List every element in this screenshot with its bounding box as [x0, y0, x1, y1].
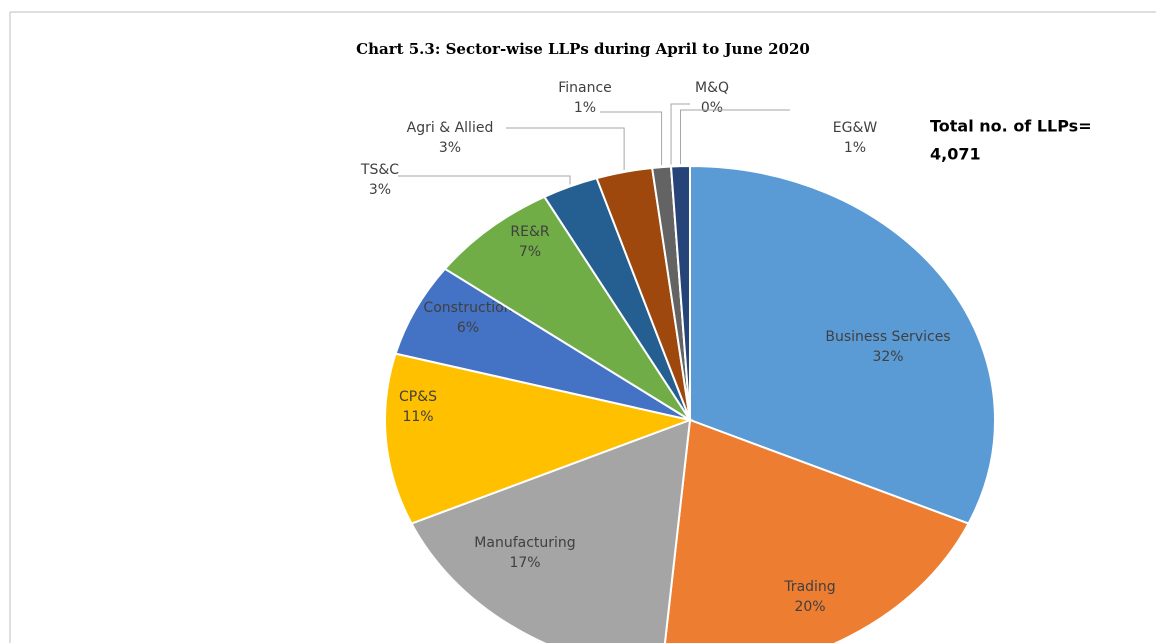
pie-slice — [669, 164, 691, 421]
slice-value-label: 11% — [402, 409, 433, 425]
slice-label: CP&S — [399, 389, 437, 405]
leader-line — [600, 111, 663, 166]
slice-label: EG&W — [833, 120, 878, 136]
slice-value-label: 0% — [701, 100, 723, 116]
slice-value-label: 17% — [509, 555, 540, 571]
slice-label: RE&R — [510, 224, 549, 240]
pie-slice — [663, 418, 970, 643]
annotation: Total no. of LLPs= — [930, 117, 1092, 136]
slice-label: Construction — [423, 300, 512, 316]
slice-label: TS&C — [360, 162, 399, 178]
leader-line — [680, 109, 790, 165]
pie-slice — [384, 352, 694, 525]
annotation: 4,071 — [930, 145, 981, 164]
pie-slice — [410, 418, 692, 643]
slice-label: Agri & Allied — [407, 120, 494, 136]
leader-line — [506, 127, 625, 170]
slice-label: Finance — [558, 80, 612, 96]
chart-title: Chart 5.3: Sector-wise LLPs during April… — [356, 40, 810, 58]
leader-line — [398, 175, 571, 185]
slice-value-label: 7% — [519, 244, 541, 260]
slice-value-label: 3% — [439, 140, 461, 156]
slice-value-label: 1% — [574, 100, 596, 116]
slice-label: M&Q — [695, 80, 729, 96]
slice-label: Trading — [783, 579, 835, 595]
slice-value-label: 1% — [844, 140, 866, 156]
slice-value-label: 3% — [369, 182, 391, 198]
slice-label: Business Services — [825, 329, 950, 345]
leader-line — [670, 103, 690, 165]
slice-label: Manufacturing — [474, 535, 575, 551]
slice-value-label: 6% — [457, 320, 479, 336]
slice-value-label: 32% — [872, 349, 903, 365]
slice-value-label: 20% — [794, 599, 825, 615]
pie-slice — [689, 164, 996, 525]
pie-slice — [443, 195, 691, 421]
